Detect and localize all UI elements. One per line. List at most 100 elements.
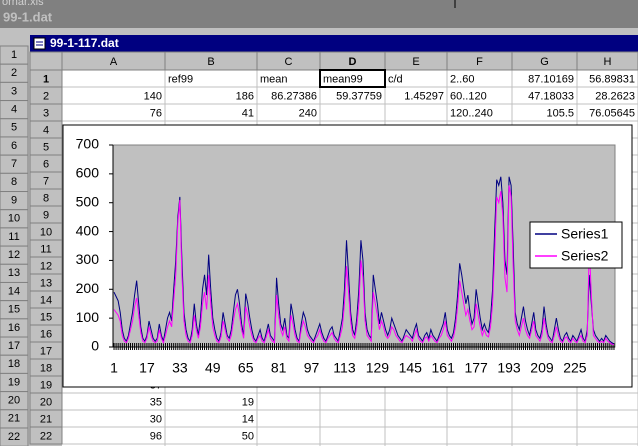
cell-value[interactable]: ref99 (168, 73, 193, 85)
row-number[interactable]: 21 (8, 413, 20, 425)
row-number[interactable]: 6 (11, 140, 17, 152)
cell-value[interactable]: 140 (144, 90, 162, 102)
row-number[interactable]: 10 (8, 213, 20, 225)
row-number[interactable]: 3 (11, 85, 17, 97)
cell-value[interactable]: 2..60 (450, 73, 474, 85)
row-header-cell (0, 427, 29, 446)
cell-value[interactable]: 19 (242, 396, 254, 408)
row-number[interactable]: 10 (40, 226, 52, 238)
row-number[interactable]: 17 (8, 340, 20, 352)
cell-value[interactable]: mean99 (323, 73, 363, 85)
cell-value[interactable]: 41 (242, 107, 254, 119)
row-number[interactable]: 18 (8, 358, 20, 370)
cell-value[interactable]: 47.18033 (528, 90, 574, 102)
cell-value[interactable]: 28.2623 (595, 90, 635, 102)
row-number[interactable]: 4 (11, 103, 17, 115)
legend-label: Series1 (561, 226, 609, 242)
y-tick-label: 300 (76, 251, 100, 267)
row-number[interactable]: 21 (40, 413, 52, 425)
column-letter[interactable]: F (476, 56, 483, 68)
row-number[interactable]: 22 (8, 431, 20, 443)
row-number[interactable]: 7 (11, 158, 17, 170)
cell-value[interactable]: c/d (388, 73, 403, 85)
cell-value[interactable]: 105.5 (546, 107, 574, 119)
cell-value[interactable]: 86.27386 (271, 90, 317, 102)
cell-value[interactable]: 35 (150, 396, 162, 408)
row-number[interactable]: 5 (43, 141, 49, 153)
x-tick-label: 81 (271, 360, 287, 376)
cell-value[interactable]: 60..120 (450, 90, 487, 102)
row-number[interactable]: 1 (11, 49, 17, 61)
row-number[interactable]: 12 (8, 249, 20, 261)
row-number[interactable]: 3 (43, 107, 49, 119)
column-letter[interactable]: B (207, 56, 214, 68)
row-number[interactable]: 22 (40, 430, 52, 442)
cell-value[interactable]: 87.10169 (528, 73, 574, 85)
column-letter[interactable]: G (540, 56, 549, 68)
cell-value[interactable]: 120..240 (450, 107, 493, 119)
legend-box[interactable] (529, 221, 623, 269)
cell-value[interactable]: 76.05645 (589, 107, 635, 119)
cell-value[interactable]: 50 (242, 430, 254, 442)
row-number[interactable]: 2 (43, 90, 49, 102)
cell-value[interactable]: 240 (299, 107, 317, 119)
row-header-cell (29, 426, 63, 445)
row-number[interactable]: 2 (11, 67, 17, 79)
row-number[interactable]: 19 (40, 379, 52, 391)
cell-value[interactable]: 56.89831 (589, 73, 635, 85)
cell-value[interactable]: 96 (150, 430, 162, 442)
x-tick-label: 209 (530, 360, 554, 376)
cell-value[interactable]: 1.45297 (404, 90, 444, 102)
x-tick-label: 1 (110, 360, 118, 376)
row-number[interactable]: 15 (8, 304, 20, 316)
row-number[interactable]: 7 (43, 175, 49, 187)
row-number[interactable]: 4 (43, 124, 49, 136)
x-tick-label: 177 (464, 360, 488, 376)
x-tick-label: 17 (139, 360, 155, 376)
row-number[interactable]: 13 (8, 267, 20, 279)
cell-value[interactable]: 186 (236, 90, 254, 102)
row-number[interactable]: 11 (8, 231, 19, 243)
x-tick-label: 33 (172, 360, 188, 376)
row-number[interactable]: 9 (43, 209, 49, 221)
column-letter[interactable]: E (412, 56, 419, 68)
cell-value[interactable]: 76 (150, 107, 162, 119)
row-number[interactable]: 20 (8, 395, 20, 407)
cell-value[interactable]: 59.37759 (336, 90, 382, 102)
row-number[interactable]: 8 (43, 192, 49, 204)
column-letter[interactable]: H (604, 56, 612, 68)
row-number[interactable]: 17 (40, 345, 52, 357)
row-number[interactable]: 1 (43, 73, 49, 85)
selected-cell (319, 69, 386, 88)
y-tick-label: 500 (76, 193, 100, 209)
row-number[interactable]: 13 (40, 277, 52, 289)
x-tick-label: 145 (399, 360, 423, 376)
column-letter[interactable]: D (349, 56, 357, 68)
row-number[interactable]: 5 (11, 122, 17, 134)
cell-value[interactable]: mean (260, 73, 288, 85)
window-title[interactable]: 99-1.dat (3, 9, 53, 24)
row-number[interactable]: 19 (8, 376, 20, 388)
column-letter[interactable]: A (110, 56, 118, 68)
x-tick-label: 161 (432, 360, 456, 376)
cell-value[interactable]: 30 (150, 413, 162, 425)
row-number[interactable]: 14 (40, 294, 52, 306)
row-number[interactable]: 14 (8, 285, 20, 297)
row-number[interactable]: 9 (11, 194, 17, 206)
cell-value[interactable]: 14 (242, 413, 254, 425)
row-number[interactable]: 12 (40, 260, 52, 272)
row-number[interactable]: 16 (40, 328, 52, 340)
series-line (113, 185, 615, 346)
sheet-title[interactable]: 99-1-117.dat (50, 36, 119, 50)
x-tick-label: 49 (205, 360, 221, 376)
row-number[interactable]: 11 (40, 243, 51, 255)
legend-label: Series2 (561, 248, 609, 264)
row-number[interactable]: 6 (43, 158, 49, 170)
row-number[interactable]: 15 (40, 311, 52, 323)
row-number[interactable]: 18 (40, 362, 52, 374)
column-letter[interactable]: C (285, 56, 293, 68)
row-number[interactable]: 20 (40, 396, 52, 408)
row-number[interactable]: 8 (11, 176, 17, 188)
row-number[interactable]: 16 (8, 322, 20, 334)
